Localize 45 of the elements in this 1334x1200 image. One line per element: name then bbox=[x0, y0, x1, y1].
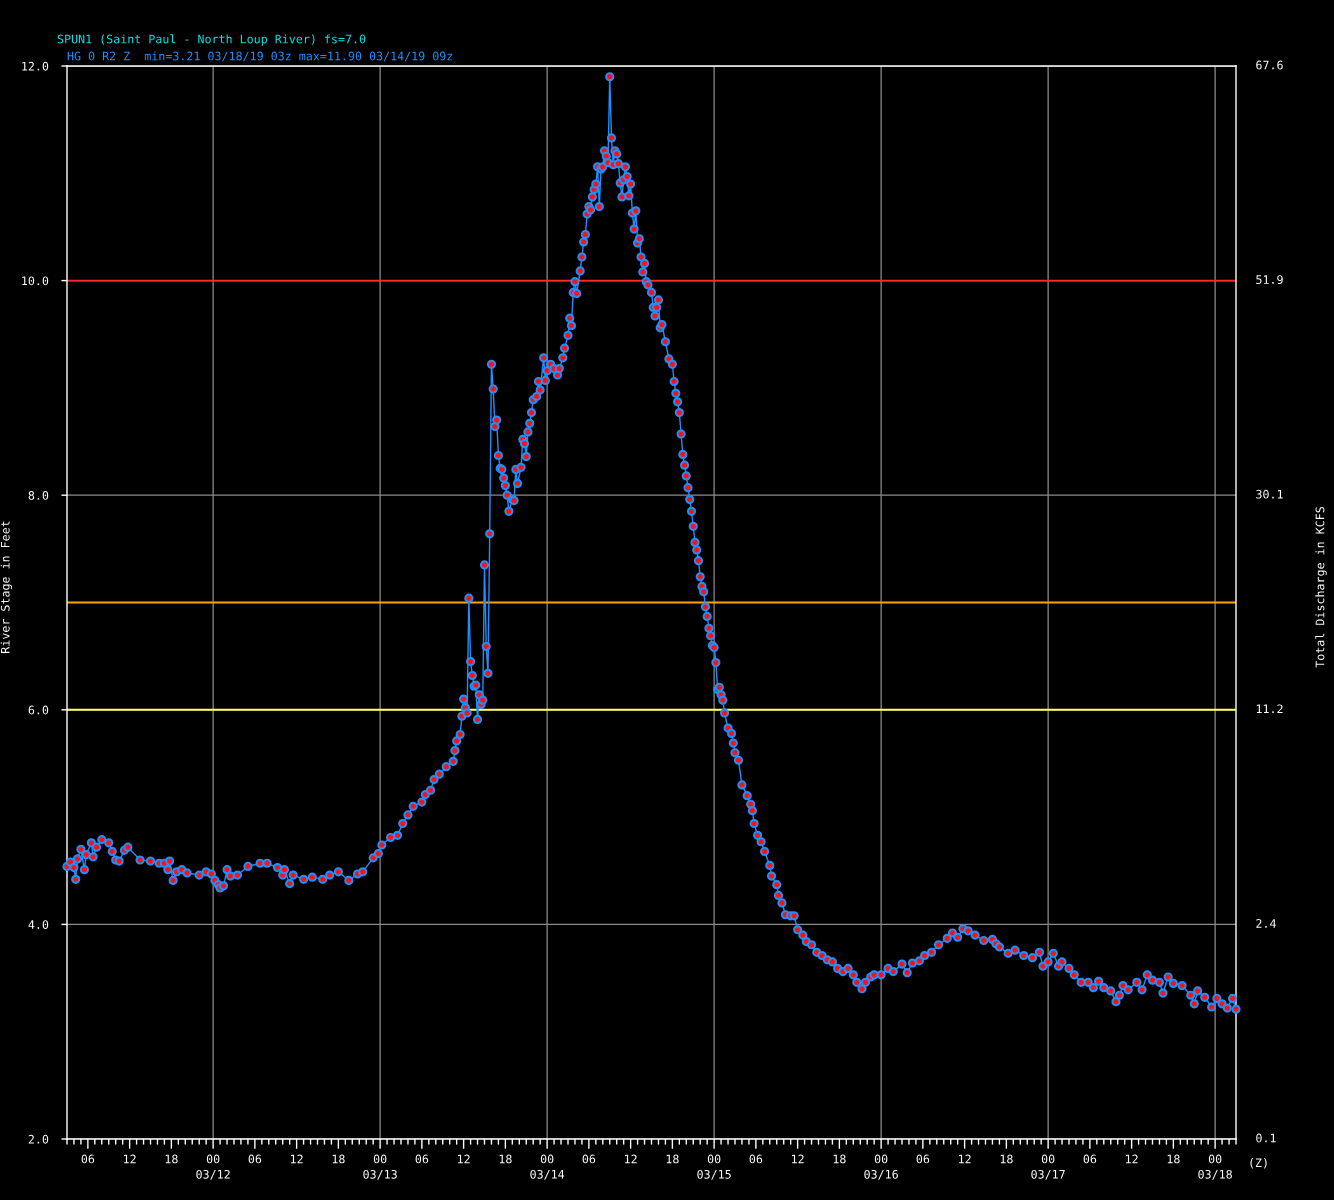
text: 67.6 bbox=[1256, 60, 1283, 70]
x-tick-label: 12 bbox=[291, 1154, 303, 1164]
x-tick-label: 00 03/12 bbox=[196, 1154, 230, 1180]
x-tick-label: 06 bbox=[81, 1154, 95, 1164]
x-tick-label: 12 bbox=[959, 1154, 971, 1164]
y-tick-label: 10.0 bbox=[22, 276, 49, 286]
x-tick-label: 18 bbox=[833, 1154, 846, 1164]
x-tick-label: 18 bbox=[1000, 1154, 1013, 1164]
text: 51.9 bbox=[1256, 275, 1283, 285]
x-tick-label: 18 bbox=[666, 1154, 679, 1164]
x-tick-label: 06 bbox=[1083, 1154, 1097, 1164]
x-tick-label: 00 03/14 bbox=[530, 1154, 565, 1180]
x-tick-label: 06 bbox=[415, 1154, 429, 1164]
y-tick-label: 4.0 bbox=[28, 920, 49, 930]
x-tick-label: 12 bbox=[625, 1154, 637, 1164]
text: 0.1 bbox=[1256, 1133, 1276, 1143]
x-tick-label: 00 03/18 bbox=[1198, 1154, 1232, 1180]
x-tick-label: 06 bbox=[248, 1154, 262, 1164]
x-tick-label: 06 bbox=[749, 1154, 763, 1164]
x-tick-label: 00 03/13 bbox=[363, 1154, 397, 1180]
x-tick-label: 00 03/15 bbox=[697, 1154, 731, 1180]
y-tick-label: 6.0 bbox=[28, 705, 49, 715]
x-tick-label: 18 bbox=[499, 1154, 512, 1164]
text: 2.4 bbox=[1256, 918, 1276, 928]
y-tick-label: 2.0 bbox=[28, 1134, 49, 1144]
text: 11.2 bbox=[1256, 704, 1283, 714]
x-tick-label: 18 bbox=[332, 1154, 345, 1164]
x-tick-label: 00 03/17 bbox=[1031, 1154, 1065, 1180]
chart-subtitle: HG 0 R2 Z min=3.21 03/18/19 03z max=11.90 03/14/19 09z bbox=[67, 51, 453, 62]
x-axis-title: (Z) bbox=[1250, 1158, 1267, 1169]
x-tick-label: 06 bbox=[916, 1154, 930, 1164]
x-tick-label: 12 bbox=[1126, 1154, 1138, 1164]
x-tick-label: 00 03/16 bbox=[864, 1154, 898, 1180]
x-tick-label: 18 bbox=[165, 1154, 178, 1164]
text: Total Discharge in KCFS bbox=[1315, 506, 1327, 668]
x-tick-label: 12 bbox=[458, 1154, 470, 1164]
chart-title: SPUN1 (Saint Paul - North Loup River) fs=7.0 bbox=[57, 34, 366, 46]
text: 30.1 bbox=[1256, 489, 1283, 499]
y-tick-label: 8.0 bbox=[28, 491, 49, 500]
x-tick-label: 12 bbox=[792, 1154, 804, 1164]
x-tick-label: 06 bbox=[582, 1154, 596, 1164]
x-tick-label: 18 bbox=[1167, 1154, 1180, 1164]
x-tick-label: 12 bbox=[124, 1154, 136, 1164]
y-tick-label: 12.0 bbox=[22, 61, 49, 71]
y-axis-title: River Stage in Feet bbox=[0, 521, 12, 653]
